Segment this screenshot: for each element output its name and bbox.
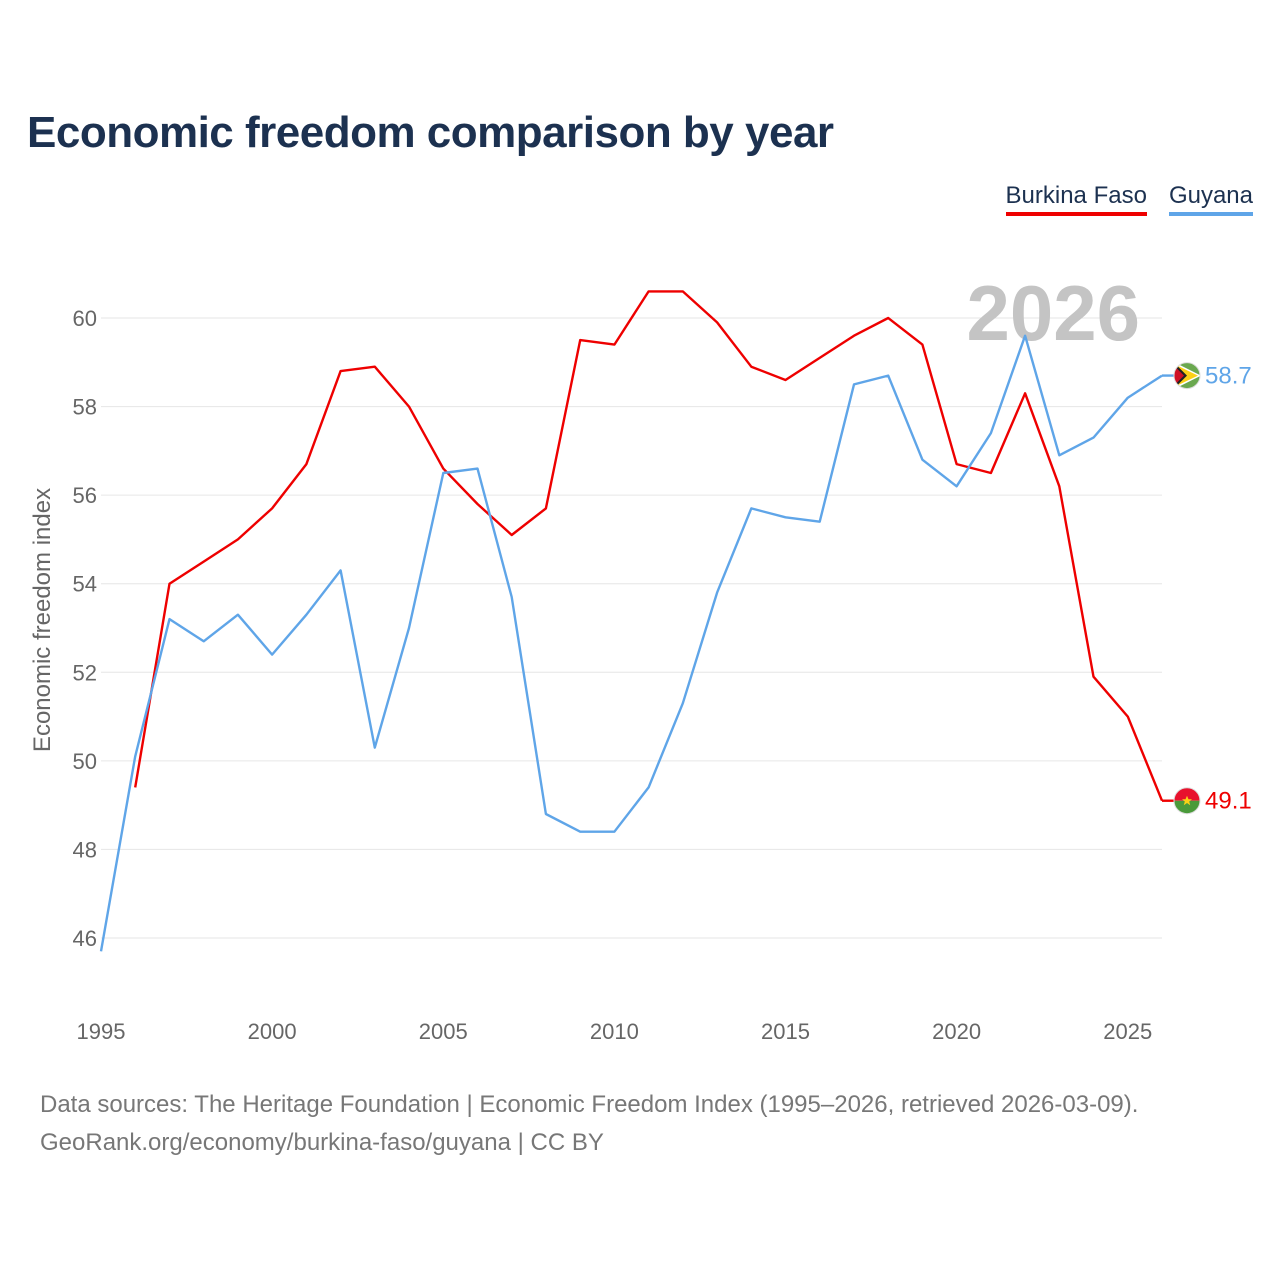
x-tick-label: 2020	[932, 1019, 981, 1044]
x-tick-label: 2010	[590, 1019, 639, 1044]
series-line-guyana[interactable]	[99, 334, 1163, 952]
y-tick-label: 60	[73, 306, 97, 331]
y-tick-label: 54	[73, 572, 97, 597]
footer-attribution[interactable]: GeoRank.org/economy/burkina-faso/guyana …	[40, 1129, 604, 1156]
footer-sources: Data sources: The Heritage Foundation | …	[40, 1091, 1139, 1118]
x-tick-label: 1995	[77, 1019, 126, 1044]
footer: Data sources: The Heritage Foundation | …	[40, 1086, 1138, 1162]
series-endpoints: 49.1 58.7	[1162, 362, 1252, 815]
series-line-burkina-faso[interactable]	[134, 290, 1164, 802]
y-tick-label: 56	[73, 483, 97, 508]
y-axis-ticks: 46 48 50 52 54 56 58 60	[73, 306, 97, 951]
y-tick-label: 50	[73, 749, 97, 774]
y-tick-label: 52	[73, 660, 97, 685]
burkina-faso-flag-icon	[1174, 787, 1200, 814]
line-chart: 46 48 50 52 54 56 58 60 1995 2000 2005 2010 2015 202…	[29, 269, 1252, 1044]
x-tick-label: 2015	[761, 1019, 810, 1044]
legend: Burkina Faso Guyana	[1005, 182, 1253, 216]
y-axis-label: Economic freedom index	[29, 488, 56, 752]
grid	[101, 317, 1162, 939]
y-tick-label: 46	[73, 926, 97, 951]
series-lines	[99, 290, 1164, 952]
end-value-label-burkina-faso: 49.1	[1205, 788, 1252, 815]
legend-item-guyana[interactable]: Guyana	[1168, 182, 1253, 216]
year-watermark: 2026	[966, 269, 1140, 357]
chart-title: Economic freedom comparison by year	[27, 108, 834, 157]
x-tick-label: 2000	[248, 1019, 297, 1044]
y-tick-label: 48	[73, 837, 97, 862]
x-tick-label: 2025	[1103, 1019, 1152, 1044]
x-tick-label: 2005	[419, 1019, 468, 1044]
end-value-label-guyana: 58.7	[1205, 363, 1252, 390]
x-axis-ticks: 1995 2000 2005 2010 2015 2020 2025	[77, 1019, 1153, 1044]
guyana-flag-icon	[1174, 362, 1200, 389]
legend-item-burkina-faso[interactable]: Burkina Faso	[1005, 182, 1147, 216]
y-tick-label: 58	[73, 395, 97, 420]
